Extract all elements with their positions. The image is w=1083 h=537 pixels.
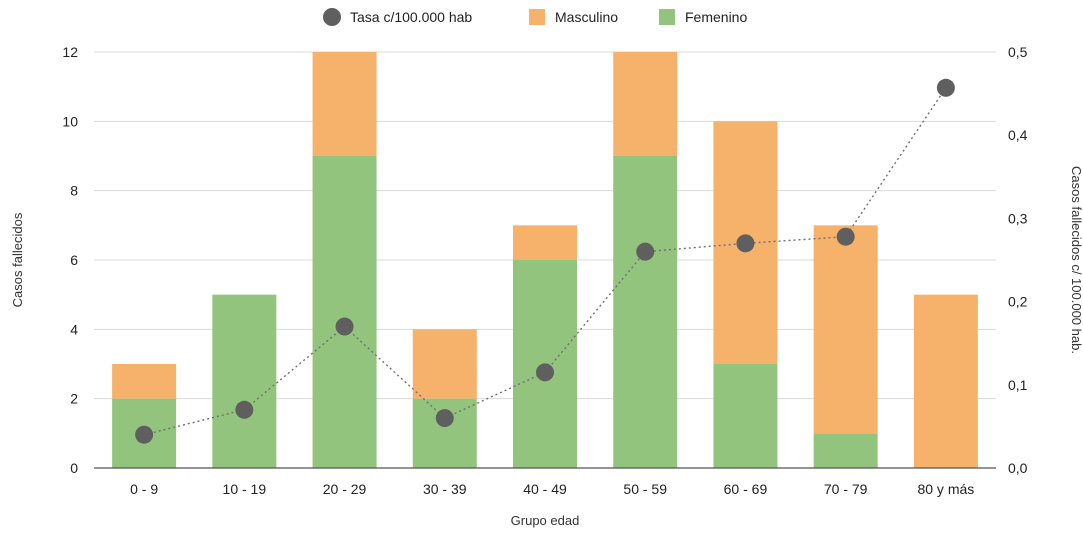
x-tick-label: 40 - 49 bbox=[523, 481, 567, 497]
rate-point bbox=[936, 78, 955, 97]
rate-point bbox=[235, 400, 254, 419]
rate-line-path bbox=[143, 87, 947, 436]
bar-masculino bbox=[112, 364, 177, 399]
x-tick-label: 80 y más bbox=[917, 481, 974, 497]
y-axis-title: Casos fallecidos bbox=[10, 212, 25, 307]
rate-point bbox=[135, 425, 154, 444]
bars bbox=[112, 52, 978, 468]
legend-marker-rate bbox=[323, 8, 341, 26]
y-tick-label: 8 bbox=[70, 183, 78, 199]
x-tick-label: 0 - 9 bbox=[130, 481, 158, 497]
y-tick-label: 4 bbox=[70, 321, 78, 337]
y2-tick-label: 0,3 bbox=[1008, 210, 1028, 226]
legend-label: Masculino bbox=[555, 9, 618, 25]
y-tick-label: 0 bbox=[70, 460, 78, 476]
legend-label: Tasa c/100.000 hab bbox=[350, 9, 472, 25]
rate-point bbox=[435, 409, 454, 428]
bar-femenino bbox=[713, 364, 778, 468]
rate-line bbox=[135, 78, 955, 444]
x-tick-label: 60 - 69 bbox=[724, 481, 768, 497]
legend-swatch-femenino bbox=[659, 9, 675, 25]
rate-point bbox=[536, 363, 554, 382]
y2-axis-title: Casos fallecidos c/ 100.000 hab. bbox=[1069, 166, 1083, 354]
bar-masculino bbox=[412, 329, 477, 399]
bar-femenino bbox=[412, 398, 477, 468]
x-tick-label: 10 - 19 bbox=[223, 481, 267, 497]
x-tick-label: 20 - 29 bbox=[323, 481, 367, 497]
bar-masculino bbox=[813, 225, 878, 434]
x-tick-label: 70 - 79 bbox=[824, 481, 868, 497]
y-tick-label: 2 bbox=[70, 391, 78, 407]
y-tick-label: 10 bbox=[62, 113, 78, 129]
y2-tick-label: 0,5 bbox=[1008, 44, 1028, 60]
bar-femenino bbox=[212, 294, 277, 468]
rate-point bbox=[335, 317, 354, 336]
bar-masculino bbox=[613, 52, 678, 156]
y2-tick-label: 0,0 bbox=[1008, 460, 1028, 476]
y2-tick-label: 0,1 bbox=[1008, 377, 1028, 393]
y2-tick-label: 0,2 bbox=[1008, 294, 1028, 310]
x-tick-label: 50 - 59 bbox=[623, 481, 667, 497]
axes: 0 2 4 6 8 10 12 0,0 0,1 0,2 0,3 0,4 0,5 0 - 9 10 - 19 2… bbox=[62, 44, 1027, 497]
bar-femenino bbox=[613, 156, 678, 468]
bar-masculino bbox=[513, 225, 577, 260]
rate-point bbox=[836, 227, 855, 246]
rate-point bbox=[736, 234, 755, 253]
x-tick-label: 30 - 39 bbox=[423, 481, 467, 497]
bar-femenino bbox=[312, 156, 377, 468]
y2-tick-label: 0,4 bbox=[1008, 127, 1028, 143]
bar-femenino bbox=[813, 433, 878, 468]
y-tick-label: 6 bbox=[70, 252, 78, 268]
legend: Tasa c/100.000 hab Masculino Femenino bbox=[323, 8, 747, 26]
x-axis-title: Grupo edad bbox=[511, 513, 580, 528]
legend-label: Femenino bbox=[685, 9, 747, 25]
bar-masculino bbox=[312, 52, 377, 156]
rate-point bbox=[636, 242, 655, 261]
legend-swatch-masculino bbox=[529, 9, 545, 25]
bar-masculino bbox=[913, 294, 978, 468]
y-tick-label: 12 bbox=[62, 44, 78, 60]
